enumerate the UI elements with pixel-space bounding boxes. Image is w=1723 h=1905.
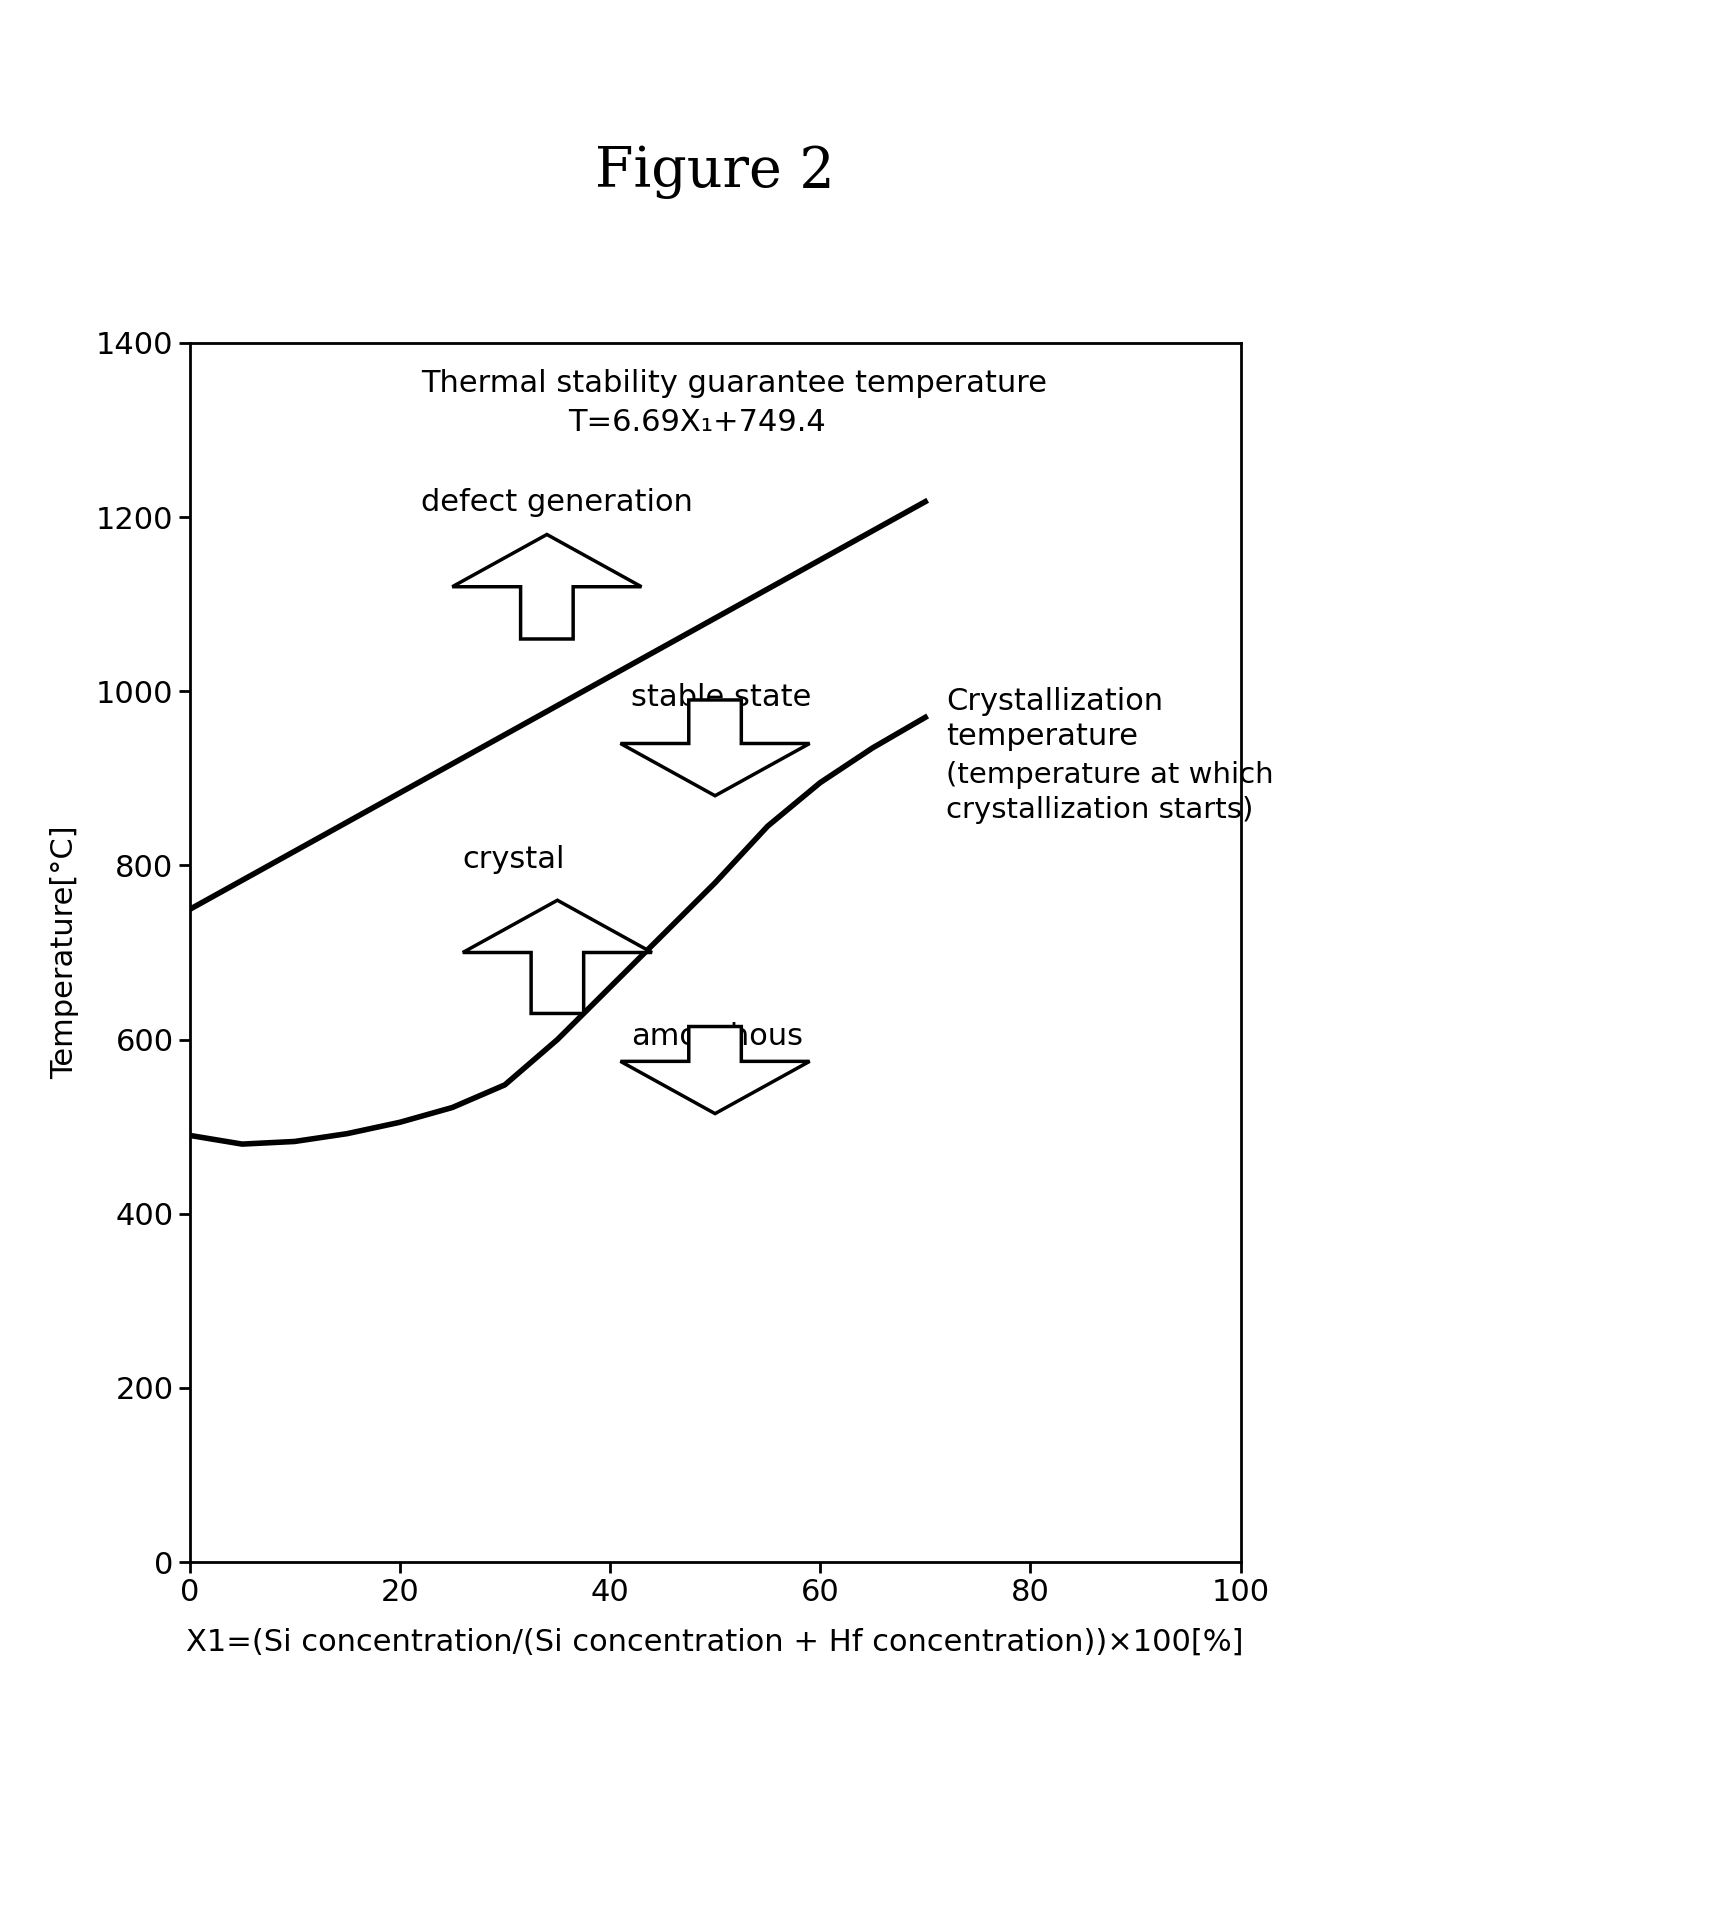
Polygon shape [451,535,641,638]
Text: Figure 2: Figure 2 [594,145,836,198]
Polygon shape [463,901,651,1013]
Text: amorphous: amorphous [631,1023,803,1052]
Polygon shape [620,699,810,796]
Text: temperature: temperature [946,722,1139,751]
Text: T=6.69X₁+749.4: T=6.69X₁+749.4 [569,408,825,438]
Text: (temperature at which: (temperature at which [946,760,1273,789]
Text: Crystallization: Crystallization [946,688,1163,716]
Text: crystallization starts): crystallization starts) [946,796,1254,823]
X-axis label: X1=(Si concentration/(Si concentration + Hf concentration))×100[%]: X1=(Si concentration/(Si concentration +… [186,1629,1244,1657]
Text: defect generation: defect generation [420,488,693,516]
Y-axis label: Temperature[°C]: Temperature[°C] [50,825,79,1080]
Text: crystal: crystal [463,846,565,874]
Text: stable state: stable state [631,682,812,712]
Text: Thermal stability guarantee temperature: Thermal stability guarantee temperature [420,370,1048,398]
Polygon shape [620,1027,810,1114]
